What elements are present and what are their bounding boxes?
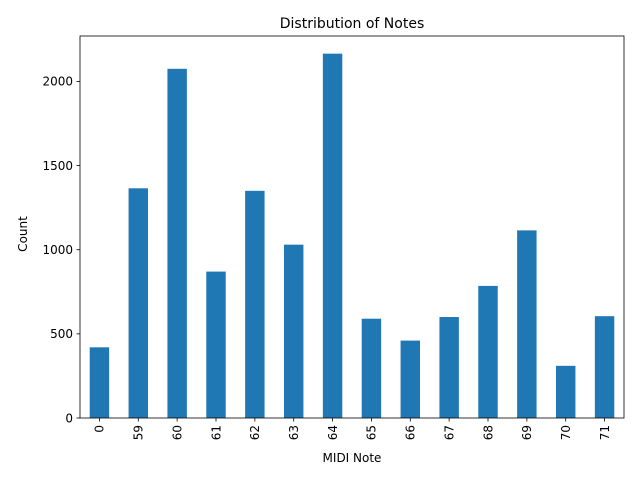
bar-71	[594, 316, 615, 418]
x-tick-label-60: 60	[170, 425, 184, 440]
x-tick-label-67: 67	[442, 425, 456, 440]
y-tick-label: 1500	[42, 159, 73, 173]
axes-frame	[79, 35, 625, 419]
x-tick-label-70: 70	[559, 425, 573, 440]
bars-layer	[89, 53, 615, 419]
y-tick-label: 2000	[42, 75, 73, 89]
bar-67	[439, 317, 459, 418]
y-axis-label: Count	[16, 216, 30, 252]
x-tick-label-71: 71	[598, 425, 612, 440]
bar-0	[89, 347, 110, 418]
x-tick-label-66: 66	[404, 425, 418, 440]
x-tick-label-62: 62	[248, 425, 262, 440]
bar-69	[517, 230, 537, 418]
bar-70	[556, 365, 576, 418]
y-tick-label: 1000	[42, 243, 73, 257]
y-ticks: 0 500 1000 1500 2000	[42, 75, 80, 425]
x-tick-label-65: 65	[365, 425, 379, 440]
y-tick-label: 500	[50, 327, 73, 341]
chart-title: Distribution of Notes	[280, 16, 425, 32]
bar-63	[284, 244, 304, 418]
bar-65	[361, 318, 382, 418]
bar-62	[245, 190, 265, 418]
x-tick-label-61: 61	[209, 425, 223, 440]
x-tick-label-69: 69	[520, 425, 534, 440]
x-tick-label-63: 63	[287, 425, 301, 440]
bar-68	[478, 285, 498, 418]
bar-61	[206, 271, 226, 418]
y-tick-label: 0	[65, 411, 73, 425]
bar-59	[128, 188, 148, 418]
x-tick-label-59: 59	[132, 425, 146, 440]
bar-66	[400, 340, 420, 418]
bar-64	[322, 53, 343, 419]
x-tick-label-68: 68	[481, 425, 495, 440]
axes-layer	[79, 35, 625, 419]
x-tick-label-64: 64	[326, 425, 340, 440]
x-tick-label-0: 0	[93, 425, 107, 433]
x-axis-label: MIDI Note	[323, 451, 382, 465]
bar-60	[167, 68, 187, 418]
x-ticks: 0 59 60 61 62 63 64 65 66 67 68 69 70 71	[93, 418, 612, 440]
